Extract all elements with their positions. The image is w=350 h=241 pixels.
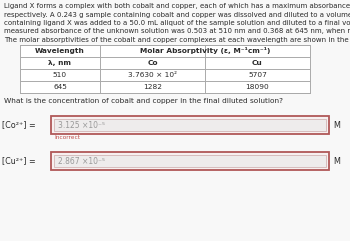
Text: Wavelength: Wavelength — [35, 48, 85, 54]
Text: 1282: 1282 — [143, 84, 162, 90]
Bar — [54, 119, 326, 131]
Bar — [51, 116, 329, 134]
Text: 3.7630 × 10²: 3.7630 × 10² — [128, 72, 177, 78]
Text: M: M — [333, 156, 340, 166]
Text: measured absorbance of the unknown solution was 0.503 at 510 nm and 0.368 at 645: measured absorbance of the unknown solut… — [4, 28, 350, 34]
Text: 510: 510 — [53, 72, 67, 78]
Text: Incorrect: Incorrect — [54, 135, 80, 140]
Text: containing ligand X was added to a 50.0 mL aliquot of the sample solution and di: containing ligand X was added to a 50.0 … — [4, 20, 350, 26]
Text: 645: 645 — [53, 84, 67, 90]
Text: Co: Co — [147, 60, 158, 66]
Bar — [20, 45, 310, 93]
Bar — [54, 155, 326, 167]
Text: Cu: Cu — [252, 60, 263, 66]
Text: The molar absorptivities of the cobalt and copper complexes at each wavelength a: The molar absorptivities of the cobalt a… — [4, 37, 350, 43]
Text: M: M — [333, 120, 340, 129]
Text: 5707: 5707 — [248, 72, 267, 78]
Bar — [51, 152, 329, 170]
Text: Ligand X forms a complex with both cobalt and copper, each of which has a maximu: Ligand X forms a complex with both cobal… — [4, 3, 350, 9]
Text: Molar Absorptivity (ε, M⁻¹cm⁻¹): Molar Absorptivity (ε, M⁻¹cm⁻¹) — [140, 47, 270, 54]
Text: [Co²⁺] =: [Co²⁺] = — [2, 120, 36, 129]
Text: [Cu²⁺] =: [Cu²⁺] = — [2, 156, 36, 166]
Text: What is the concentration of cobalt and copper in the final diluted solution?: What is the concentration of cobalt and … — [4, 98, 283, 104]
Text: respectively. A 0.243 g sample containing cobalt and copper was dissolved and di: respectively. A 0.243 g sample containin… — [4, 12, 350, 18]
Text: 18090: 18090 — [246, 84, 270, 90]
Text: λ, nm: λ, nm — [49, 60, 71, 66]
Text: 2.867 ×10⁻⁵: 2.867 ×10⁻⁵ — [58, 156, 105, 166]
Text: 3.125 ×10⁻⁵: 3.125 ×10⁻⁵ — [58, 120, 105, 129]
